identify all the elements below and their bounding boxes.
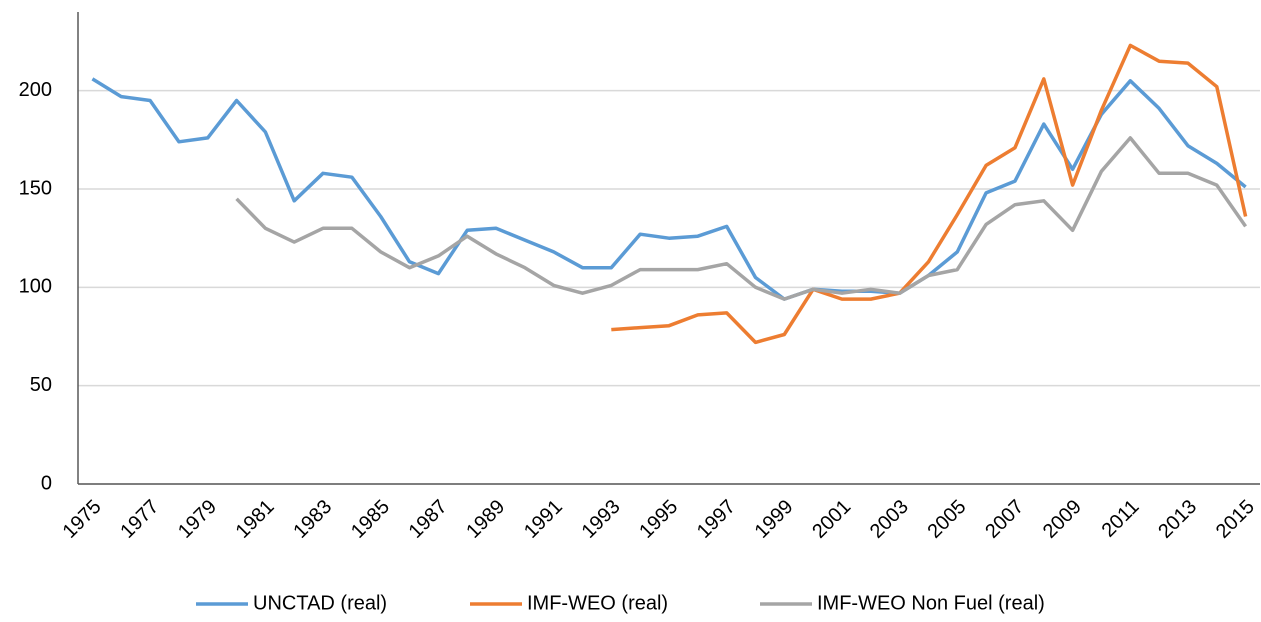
y-tick-label: 100 xyxy=(19,276,52,298)
x-tick-label: 2013 xyxy=(1154,496,1201,543)
x-tick-label: 1987 xyxy=(405,496,452,543)
x-tick-label: 2005 xyxy=(924,496,971,543)
x-tick-label: 2015 xyxy=(1212,496,1259,543)
x-tick-label: 1997 xyxy=(693,496,740,543)
legend-label: IMF-WEO (real) xyxy=(527,592,668,614)
y-tick-label: 50 xyxy=(30,374,52,396)
y-tick-label: 200 xyxy=(19,79,52,101)
x-tick-label: 2007 xyxy=(981,496,1028,543)
x-tick-label: 1991 xyxy=(520,496,567,543)
x-tick-label: 1977 xyxy=(116,496,163,543)
y-tick-label: 150 xyxy=(19,177,52,199)
legend-label: IMF-WEO Non Fuel (real) xyxy=(817,592,1045,614)
y-tick-label: 0 xyxy=(41,472,52,494)
x-tick-label: 1993 xyxy=(578,496,625,543)
legend-label: UNCTAD (real) xyxy=(253,592,387,614)
x-tick-label: 2009 xyxy=(1039,496,1086,543)
x-tick-label: 1985 xyxy=(347,496,394,543)
x-tick-label: 1975 xyxy=(59,496,106,543)
series-line xyxy=(91,77,1247,301)
x-tick-label: 2011 xyxy=(1098,496,1144,542)
x-tick-label: 1989 xyxy=(462,496,509,543)
x-tick-label: 2001 xyxy=(808,496,855,543)
x-tick-label: 2003 xyxy=(866,496,913,543)
x-tick-label: 1979 xyxy=(174,496,221,543)
x-tick-label: 1981 xyxy=(232,496,279,543)
x-tick-label: 1999 xyxy=(751,496,798,543)
series-line xyxy=(235,136,1248,301)
series-line xyxy=(611,43,1248,345)
x-tick-label: 1995 xyxy=(635,496,682,543)
x-tick-label: 1983 xyxy=(289,496,336,543)
